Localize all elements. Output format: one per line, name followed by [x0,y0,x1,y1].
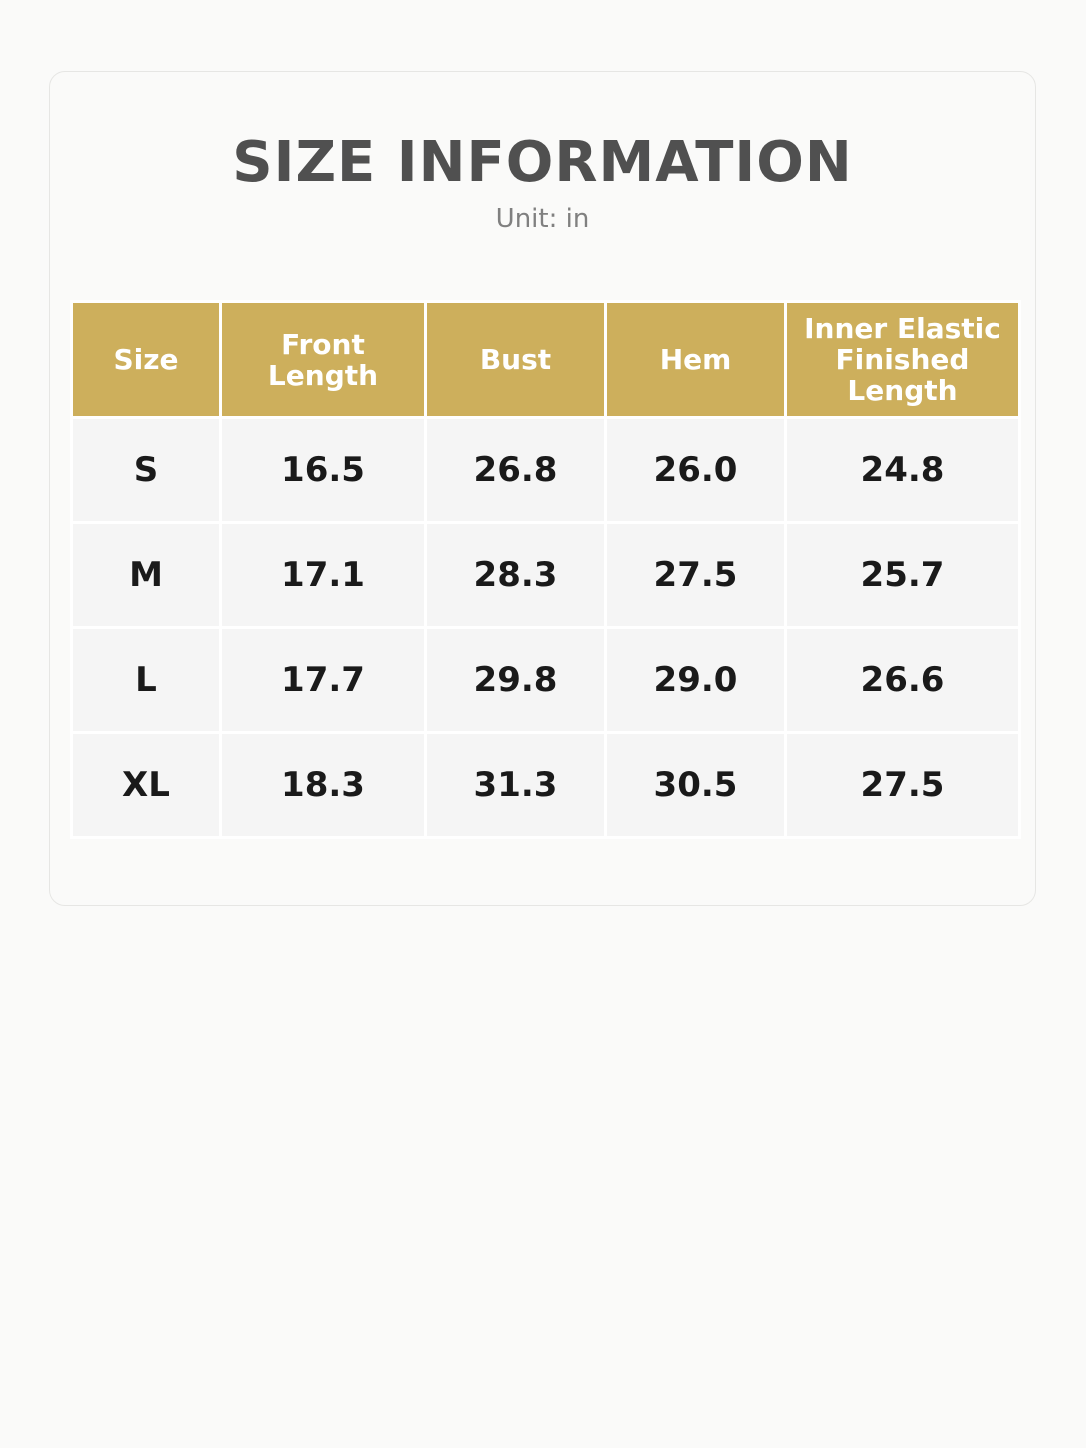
table-body: S 16.5 26.8 26.0 24.8 M 17.1 28.3 27.5 25.7 L 17.7 2… [70,416,1021,839]
table-cell: 31.3 [424,731,607,839]
table-cell: 16.5 [219,416,427,524]
column-header: Front Length [219,300,427,419]
table-cell: 26.8 [424,416,607,524]
column-header: Inner Elastic Finished Length [784,300,1021,419]
table-cell: 26.6 [784,626,1021,734]
column-header-text: Size [113,343,179,376]
table-cell: XL [70,731,222,839]
table-cell: 29.8 [424,626,607,734]
table-row: XL 18.3 31.3 30.5 27.5 [70,731,1021,839]
table-cell: 27.5 [604,521,787,629]
table-cell: L [70,626,222,734]
column-header: Size [70,300,222,419]
table-row: M 17.1 28.3 27.5 25.7 [70,521,1021,629]
table-row: L 17.7 29.8 29.0 26.6 [70,626,1021,734]
table-row: S 16.5 26.8 26.0 24.8 [70,416,1021,524]
column-header: Hem [604,300,787,419]
table-cell: 24.8 [784,416,1021,524]
header-row: Size Front Length Bust Hem Inner Elastic Fin… [70,300,1021,419]
subtitle: Unit: in [495,204,590,234]
table-cell: 26.0 [604,416,787,524]
column-header-text: Bust [479,343,552,376]
column-header-text: Hem [659,343,732,376]
table-cell: 17.7 [219,626,427,734]
table-cell: M [70,521,222,629]
table-cell: 17.1 [219,521,427,629]
table-cell: 25.7 [784,521,1021,629]
table-cell: S [70,416,222,524]
size-table: Size Front Length Bust Hem Inner Elastic Fin… [70,300,1021,839]
card: SIZE INFORMATION Unit: in Size Front Leng… [49,71,1036,906]
column-header-text: Inner Elastic Finished Length [804,312,1001,407]
column-header: Bust [424,300,607,419]
table-cell: 28.3 [424,521,607,629]
table-cell: 27.5 [784,731,1021,839]
table-cell: 18.3 [219,731,427,839]
column-header-text: Front Length [267,327,379,392]
table-cell: 29.0 [604,626,787,734]
title: SIZE INFORMATION [232,130,853,195]
table-cell: 30.5 [604,731,787,839]
